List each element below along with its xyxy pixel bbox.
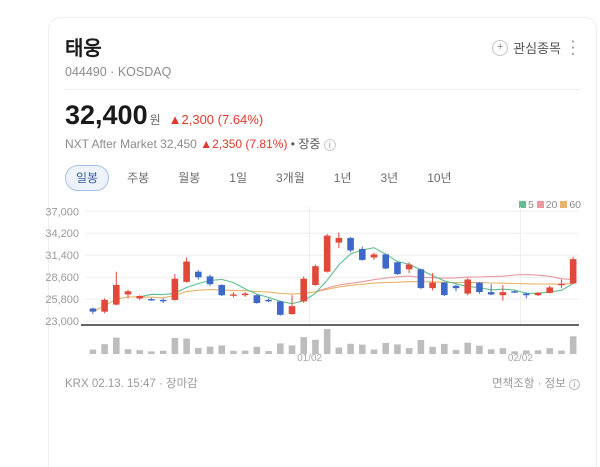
svg-text:01/02: 01/02 (297, 353, 322, 364)
svg-text:34,200: 34,200 (45, 228, 79, 240)
svg-text:25,800: 25,800 (45, 294, 79, 306)
svg-text:31,400: 31,400 (45, 250, 79, 262)
svg-text:37,000: 37,000 (45, 206, 79, 218)
svg-text:02/02: 02/02 (508, 353, 533, 364)
svg-text:28,600: 28,600 (45, 272, 79, 284)
svg-text:23,000: 23,000 (45, 316, 79, 328)
